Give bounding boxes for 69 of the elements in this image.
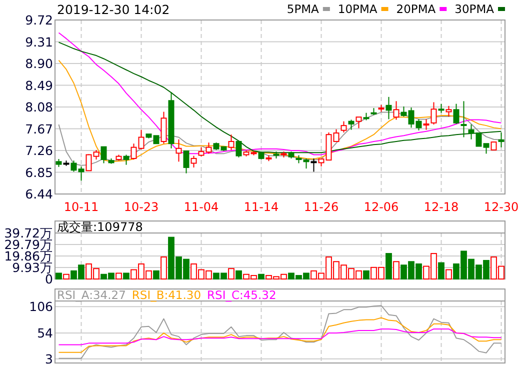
candlestick <box>236 140 242 158</box>
y-tick-label: 6.44 <box>25 186 54 202</box>
candlestick <box>176 138 182 162</box>
x-tick-label: 11-14 <box>244 200 279 214</box>
bar <box>386 253 392 280</box>
bar <box>56 272 62 280</box>
x-tick-label: 12-30 <box>484 200 519 214</box>
candlestick <box>190 155 197 168</box>
candlestick <box>460 100 467 138</box>
candlestick <box>228 134 234 150</box>
y-tick-label: 9.31 <box>25 34 53 50</box>
candlestick <box>348 119 354 130</box>
candlestick <box>423 118 430 130</box>
candlestick <box>123 154 130 166</box>
candlestick <box>160 111 167 144</box>
y-tick-label: 8.90 <box>25 56 54 71</box>
bar <box>63 274 70 280</box>
bar <box>446 269 452 280</box>
line-series <box>58 305 502 359</box>
candlestick <box>356 116 362 129</box>
legend-label: 10PMA <box>338 2 378 16</box>
legend-label: 5PMA <box>286 2 320 16</box>
y-tick-label: 9.72 <box>25 12 53 28</box>
y-tick-label: 7.26 <box>25 143 54 158</box>
y-tick-label: 7.67 <box>25 121 53 136</box>
candlestick <box>393 100 400 120</box>
x-tick-label: 12-18 <box>424 200 459 214</box>
x-tick-label: 10-11 <box>64 200 99 214</box>
legend-label: 20PMA <box>396 2 436 16</box>
x-tick-label: 12-06 <box>364 200 399 214</box>
line-series <box>58 328 502 346</box>
candlestick <box>310 158 317 172</box>
bar <box>123 272 130 280</box>
candlestick <box>438 103 444 114</box>
bar <box>438 262 444 280</box>
legend-label: 30PMA <box>454 2 494 16</box>
bar <box>116 272 122 280</box>
x-tick-label: 10-23 <box>124 200 159 214</box>
candlestick <box>386 96 392 120</box>
text: RSI_A:34.27 <box>57 288 126 302</box>
y-tick-label: 54 <box>37 326 54 341</box>
candlestick <box>100 146 107 164</box>
bar <box>258 274 264 280</box>
y-tick-label: 6.85 <box>25 164 53 180</box>
y-tick-label: 106 <box>29 299 54 314</box>
line-series <box>58 317 502 353</box>
text: RSI_C:45.32 <box>207 288 276 302</box>
y-tick-label: 39.72万 <box>4 226 53 240</box>
x-tick-label: 11-26 <box>304 200 339 214</box>
bar <box>153 270 160 280</box>
bar <box>393 261 400 280</box>
candlestick <box>498 132 504 148</box>
y-tick-label: 8.49 <box>25 78 54 93</box>
candlestick <box>183 150 190 174</box>
y-tick-label: 8.08 <box>25 100 54 114</box>
candlestick <box>453 103 460 124</box>
bar <box>236 270 242 280</box>
candlestick <box>430 102 437 126</box>
candlestick <box>446 105 452 118</box>
bar <box>363 270 370 280</box>
candlestick <box>340 120 347 133</box>
bar <box>228 268 234 280</box>
annotation: 成交量:109778 <box>57 220 143 234</box>
bar <box>160 256 167 280</box>
y-tick-label: 3 <box>45 351 53 365</box>
line-series <box>58 60 502 162</box>
text: RSI_B:41.30 <box>132 288 202 302</box>
x-tick-label: 11-04 <box>184 200 219 214</box>
chart-title: 2019-12-30 14:02 <box>57 2 170 17</box>
